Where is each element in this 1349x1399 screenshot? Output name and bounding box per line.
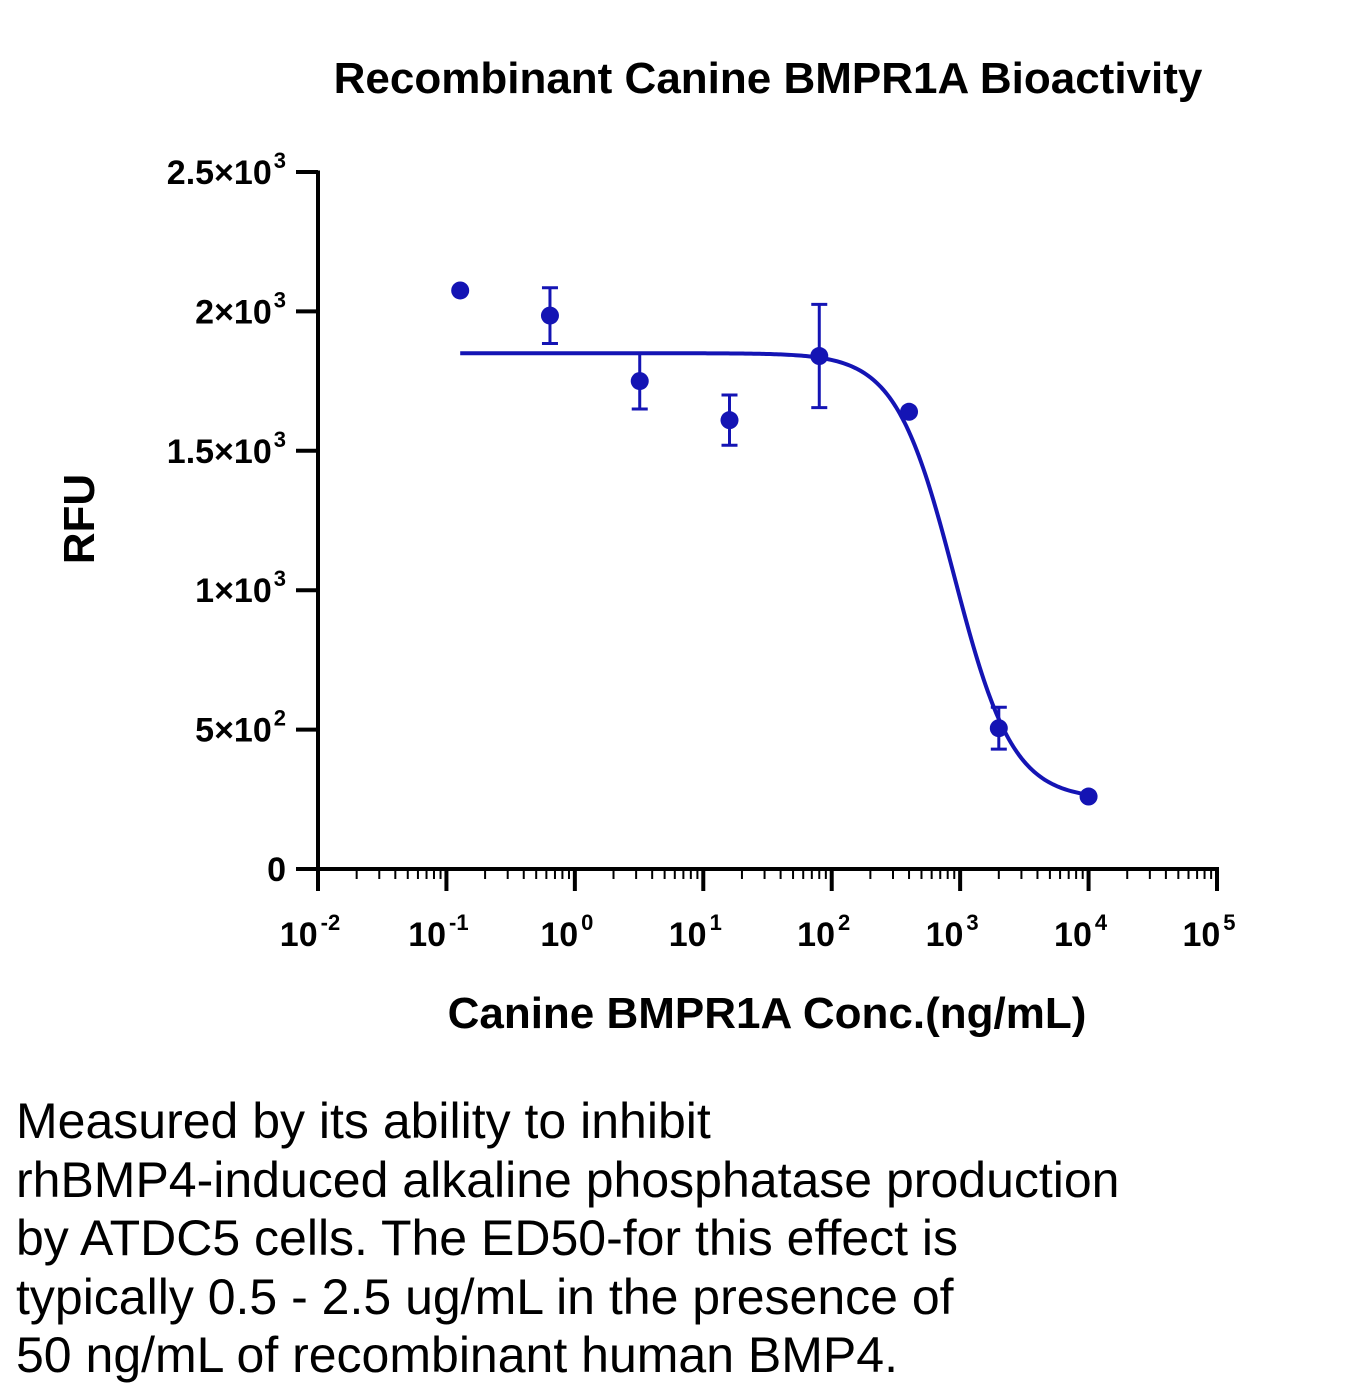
point-marker	[1079, 787, 1098, 806]
x-tick-label: 10 2	[797, 910, 850, 954]
bioactivity-chart: Recombinant Canine BMPR1A Bioactivity RF…	[55, 54, 1236, 1038]
point-marker	[989, 719, 1008, 738]
point-marker	[540, 306, 559, 325]
y-tick-label: 0	[267, 851, 286, 889]
y-tick-label: 2×103	[195, 287, 286, 331]
fit-curve	[460, 351, 1089, 797]
data-point	[720, 393, 739, 447]
axes	[316, 170, 1219, 871]
chart-title: Recombinant Canine BMPR1A Bioactivity	[334, 54, 1203, 103]
fit-curve-layer	[460, 351, 1089, 797]
y-tick-label: 1×103	[195, 566, 286, 610]
x-tick-label: 10 -1	[408, 910, 468, 954]
y-axis-label: RFU	[55, 474, 104, 564]
point-marker	[900, 402, 919, 421]
data-points-layer	[451, 281, 1098, 806]
x-tick-label: 10 -2	[280, 910, 340, 954]
x-axis-label: Canine BMPR1A Conc.(ng/mL)	[448, 989, 1087, 1038]
x-axis-ticks: 10 -2 10 -1 10 0 10 1 10 2 10 3 10 4 10 5	[280, 869, 1236, 954]
point-marker	[810, 347, 829, 366]
point-marker	[720, 411, 739, 430]
data-point	[989, 705, 1008, 751]
data-point	[900, 402, 919, 421]
data-point	[1079, 787, 1098, 806]
data-point	[630, 351, 649, 411]
data-point	[810, 302, 829, 410]
assay-description: Measured by its ability to inhibit rhBMP…	[16, 1093, 1120, 1383]
point-marker	[630, 372, 649, 391]
point-marker	[451, 281, 470, 300]
y-tick-label: 5×102	[195, 706, 286, 750]
x-tick-label: 10 4	[1054, 910, 1108, 954]
x-tick-label: 10 3	[926, 910, 979, 954]
x-tick-label: 10 0	[540, 910, 593, 954]
y-axis-ticks: 0 5×102 1×103 1.5×103 2×103 2.5×103	[167, 148, 318, 889]
x-tick-label: 10 5	[1182, 910, 1235, 954]
y-tick-label: 1.5×103	[167, 427, 286, 471]
y-tick-label: 2.5×103	[167, 148, 286, 192]
x-tick-label: 10 1	[669, 910, 722, 954]
data-point	[540, 286, 559, 345]
data-point	[451, 281, 470, 300]
